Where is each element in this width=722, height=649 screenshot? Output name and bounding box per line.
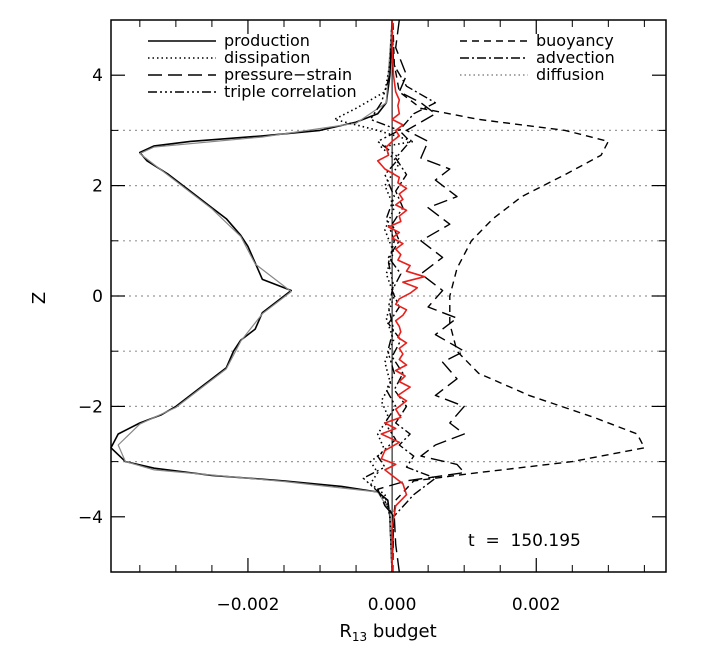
series-line-triple-correlation bbox=[362, 19, 400, 573]
legend-label: advection bbox=[536, 48, 615, 67]
series-line-pressure-strain bbox=[377, 19, 465, 573]
series-line-production bbox=[110, 19, 393, 573]
x-axis-label: R13 budget bbox=[339, 621, 436, 644]
legend: productiondissipationpressure−straintrip… bbox=[148, 31, 615, 101]
series-line-buoyancy bbox=[392, 19, 646, 573]
series-lines bbox=[110, 19, 646, 573]
annotation-time: t = 150.195 bbox=[468, 531, 581, 551]
plot-frame bbox=[110, 19, 667, 573]
y-tick-label: 2 bbox=[92, 177, 103, 197]
y-tick-label: −4 bbox=[78, 508, 103, 528]
series-line-diffusion bbox=[117, 19, 393, 573]
y-tick-label: −2 bbox=[78, 397, 103, 417]
x-tick-label: −0.002 bbox=[216, 595, 279, 615]
x-tick-label: 0.002 bbox=[512, 595, 561, 615]
x-axis-label-subscript: 13 bbox=[352, 630, 367, 644]
y-axis-label: Z bbox=[29, 292, 50, 304]
axis-ticks: −0.002 0.000 0.002 −4 −2 0 2 4 bbox=[78, 20, 666, 615]
reference-lines bbox=[111, 20, 666, 572]
x-axis-label-main: R bbox=[339, 621, 352, 642]
y-tick-label: 4 bbox=[92, 66, 103, 86]
x-axis-label-suffix: budget bbox=[367, 621, 437, 642]
series-line-advection bbox=[387, 19, 437, 573]
legend-label: dissipation bbox=[224, 48, 310, 67]
legend-label: buoyancy bbox=[536, 31, 614, 50]
y-tick-label: 0 bbox=[92, 287, 103, 307]
legend-label: pressure−strain bbox=[224, 65, 352, 84]
legend-label: production bbox=[224, 31, 310, 50]
legend-label: diffusion bbox=[536, 65, 604, 84]
series-line-red bbox=[376, 20, 426, 572]
series-line-dissipation bbox=[333, 19, 415, 573]
legend-label: triple correlation bbox=[224, 82, 357, 101]
x-tick-label: 0.000 bbox=[368, 595, 417, 615]
